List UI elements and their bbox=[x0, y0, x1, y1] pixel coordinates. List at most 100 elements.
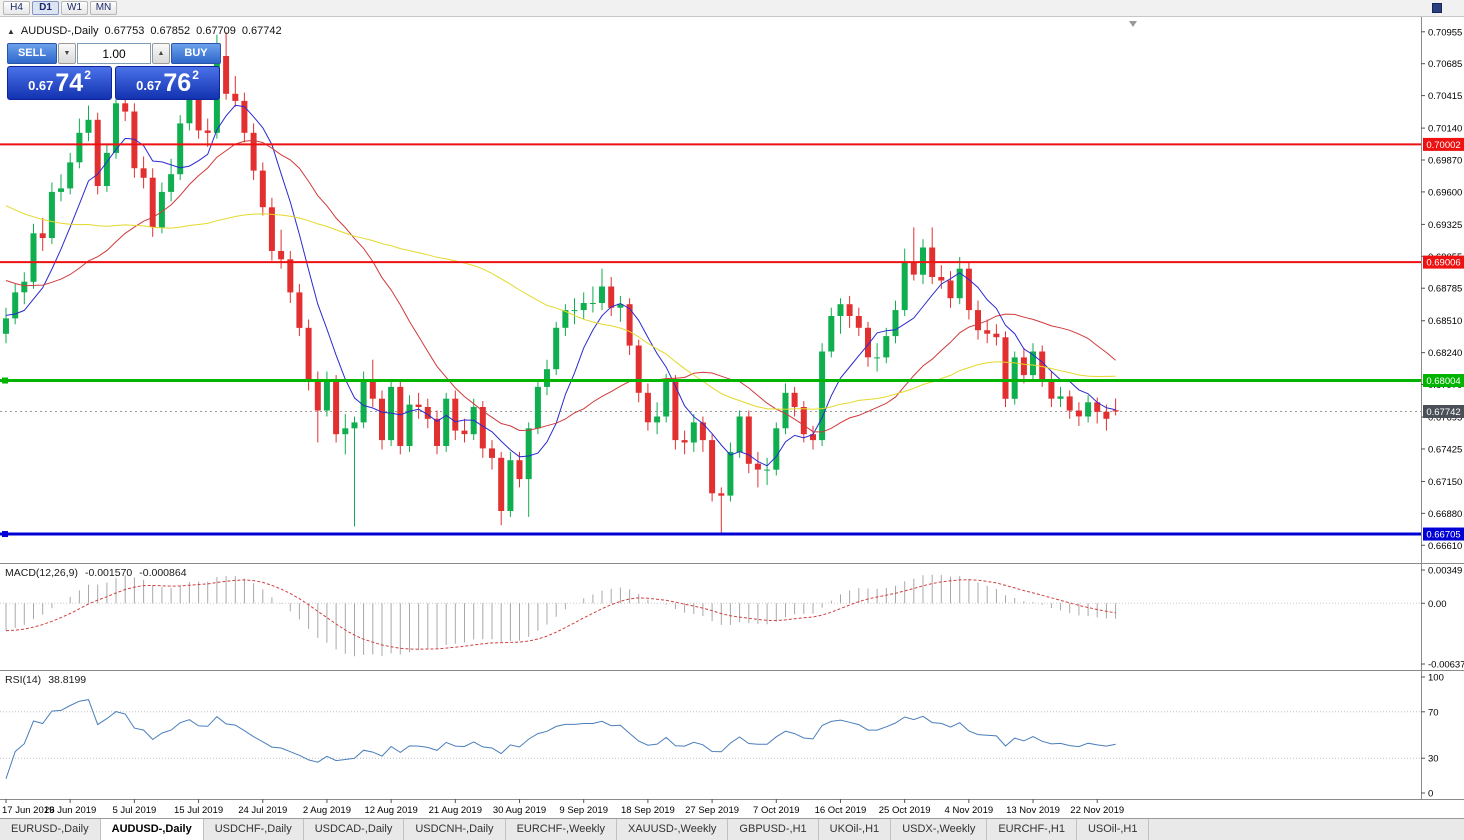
one-click-toggle-icon[interactable]: ▲ bbox=[7, 27, 15, 36]
svg-text:13 Nov 2019: 13 Nov 2019 bbox=[1006, 805, 1060, 816]
chart-tab[interactable]: GBPUSD-,H1 bbox=[728, 819, 819, 840]
svg-text:0.69325: 0.69325 bbox=[1428, 220, 1462, 231]
svg-text:0.68004: 0.68004 bbox=[1426, 376, 1460, 387]
macd-pane bbox=[0, 574, 1421, 657]
svg-text:16 Oct 2019: 16 Oct 2019 bbox=[815, 805, 867, 816]
buy-price-pipette: 2 bbox=[192, 68, 199, 82]
chart-tab-bar: EURUSD-,Daily AUDUSD-,Daily USDCHF-,Daily U… bbox=[0, 818, 1464, 840]
svg-text:0.66610: 0.66610 bbox=[1428, 541, 1462, 552]
svg-text:4 Nov 2019: 4 Nov 2019 bbox=[945, 805, 994, 816]
chart-tab[interactable]: EURCHF-,Weekly bbox=[505, 819, 617, 840]
sell-quote-button[interactable]: 0.67 74 2 bbox=[7, 66, 112, 100]
chart-symbol-period: AUDUSD-,Daily bbox=[20, 25, 99, 37]
sell-price-pips: 74 bbox=[55, 69, 84, 97]
chart-tab[interactable]: EURCHF-,H1 bbox=[987, 819, 1077, 840]
chart-shift-marker bbox=[1129, 21, 1137, 27]
svg-text:0.69870: 0.69870 bbox=[1428, 156, 1462, 167]
rsi-pane bbox=[0, 699, 1421, 779]
svg-text:100: 100 bbox=[1428, 673, 1444, 684]
svg-text:0.67425: 0.67425 bbox=[1428, 444, 1462, 455]
svg-text:30 Aug 2019: 30 Aug 2019 bbox=[493, 805, 546, 816]
svg-text:2 Aug 2019: 2 Aug 2019 bbox=[303, 805, 351, 816]
svg-text:0.69600: 0.69600 bbox=[1428, 187, 1462, 198]
svg-text:0.70415: 0.70415 bbox=[1428, 91, 1462, 102]
timeframe-w1[interactable]: W1 bbox=[61, 1, 88, 15]
svg-text:5 Jul 2019: 5 Jul 2019 bbox=[112, 805, 156, 816]
chart-tab[interactable]: AUDUSD-,Daily bbox=[100, 819, 204, 840]
svg-text:0.68785: 0.68785 bbox=[1428, 284, 1462, 295]
moving-average-50 bbox=[5, 205, 1116, 410]
chart-tab[interactable]: USDCNH-,Daily bbox=[404, 819, 506, 840]
one-click-trading-panel: SELL ▼ ▲ BUY 0.67 74 2 0.67 76 2 bbox=[7, 43, 221, 100]
svg-text:0.70140: 0.70140 bbox=[1428, 124, 1462, 135]
svg-text:0.70002: 0.70002 bbox=[1426, 140, 1460, 151]
svg-text:0.67150: 0.67150 bbox=[1428, 477, 1462, 488]
svg-text:70: 70 bbox=[1428, 707, 1439, 718]
price-axis: 0.70955 0.70685 0.70415 0.70140 0.69870 0.696… bbox=[1421, 27, 1464, 552]
chart-tab[interactable]: UKOil-,H1 bbox=[818, 819, 892, 840]
sell-price-pipette: 2 bbox=[84, 68, 91, 82]
macd-signal-line bbox=[5, 579, 1116, 650]
svg-text:0.00: 0.00 bbox=[1428, 599, 1447, 610]
buy-quote-button[interactable]: 0.67 76 2 bbox=[115, 66, 220, 100]
buy-price-pips: 76 bbox=[163, 69, 192, 97]
svg-text:0.70955: 0.70955 bbox=[1428, 27, 1462, 38]
price-chart[interactable]: 0.70955 0.70685 0.70415 0.70140 0.69870 0.696… bbox=[0, 17, 1464, 818]
ohlc-high: 0.67852 bbox=[150, 25, 191, 37]
timeframe-toolbar: H4 D1 W1 MN bbox=[0, 0, 1464, 17]
rsi-line bbox=[5, 699, 1116, 779]
chart-tab[interactable]: XAUUSD-,Weekly bbox=[616, 819, 729, 840]
svg-text:25 Oct 2019: 25 Oct 2019 bbox=[879, 805, 931, 816]
svg-text:7 Oct 2019: 7 Oct 2019 bbox=[753, 805, 799, 816]
macd-main-value: -0.001570 bbox=[84, 567, 133, 579]
svg-text:0.66705: 0.66705 bbox=[1426, 530, 1460, 541]
buy-button[interactable]: BUY bbox=[171, 43, 221, 64]
chart-tab[interactable]: EURUSD-,Daily bbox=[0, 819, 101, 840]
svg-text:24 Jul 2019: 24 Jul 2019 bbox=[238, 805, 287, 816]
ohlc-close: 0.67742 bbox=[241, 25, 282, 37]
candles-layer bbox=[3, 32, 1119, 534]
svg-text:0: 0 bbox=[1428, 789, 1433, 800]
svg-text:0.66880: 0.66880 bbox=[1428, 509, 1462, 520]
timeframe-h4[interactable]: H4 bbox=[3, 1, 30, 15]
svg-text:0.68240: 0.68240 bbox=[1428, 348, 1462, 359]
sell-button[interactable]: SELL bbox=[7, 43, 57, 64]
rsi-value: 38.8199 bbox=[48, 674, 87, 686]
svg-text:0.69006: 0.69006 bbox=[1426, 258, 1460, 269]
moving-average-21 bbox=[5, 139, 1116, 433]
chart-tab[interactable]: USDCAD-,Daily bbox=[303, 819, 405, 840]
chart-title: ▲ AUDUSD-,Daily 0.67753 0.67852 0.67709 … bbox=[7, 25, 282, 37]
window-icon[interactable] bbox=[1432, 3, 1442, 13]
chart-tab[interactable]: USOil-,H1 bbox=[1076, 819, 1150, 840]
price-pane bbox=[0, 32, 1421, 538]
timeframe-d1[interactable]: D1 bbox=[32, 1, 59, 15]
svg-text:9 Sep 2019: 9 Sep 2019 bbox=[559, 805, 608, 816]
volume-decrease-button[interactable]: ▼ bbox=[58, 43, 76, 64]
svg-text:0.67695: 0.67695 bbox=[1428, 413, 1462, 424]
svg-text:15 Jul 2019: 15 Jul 2019 bbox=[174, 805, 223, 816]
svg-text:12 Aug 2019: 12 Aug 2019 bbox=[364, 805, 417, 816]
svg-text:0.67742: 0.67742 bbox=[1426, 407, 1460, 418]
svg-text:18 Sep 2019: 18 Sep 2019 bbox=[621, 805, 675, 816]
chart-tab[interactable]: USDX-,Weekly bbox=[891, 819, 988, 840]
macd-signal-value: -0.000864 bbox=[139, 567, 187, 579]
volume-input[interactable] bbox=[77, 43, 151, 64]
svg-text:27 Sep 2019: 27 Sep 2019 bbox=[685, 805, 739, 816]
timeframe-mn[interactable]: MN bbox=[90, 1, 117, 15]
rsi-name: RSI(14) bbox=[5, 674, 42, 686]
svg-text:22 Nov 2019: 22 Nov 2019 bbox=[1070, 805, 1124, 816]
chart-tab[interactable]: USDCHF-,Daily bbox=[203, 819, 304, 840]
rsi-axis: 100 70 30 0 bbox=[1421, 673, 1444, 800]
volume-increase-button[interactable]: ▲ bbox=[152, 43, 170, 64]
moving-average-7 bbox=[5, 104, 1116, 467]
svg-text:0.68510: 0.68510 bbox=[1428, 316, 1462, 327]
ohlc-low: 0.67709 bbox=[196, 25, 236, 37]
svg-text:0.70685: 0.70685 bbox=[1428, 59, 1462, 70]
svg-text:-0.00637: -0.00637 bbox=[1428, 660, 1464, 671]
macd-name: MACD(12,26,9) bbox=[5, 567, 78, 579]
chart-canvas[interactable]: 0.70955 0.70685 0.70415 0.70140 0.69870 0.696… bbox=[0, 17, 1464, 818]
macd-label: MACD(12,26,9) -0.001570 -0.000864 bbox=[5, 567, 187, 579]
buy-price-prefix: 0.67 bbox=[136, 78, 162, 93]
svg-text:30: 30 bbox=[1428, 754, 1439, 765]
